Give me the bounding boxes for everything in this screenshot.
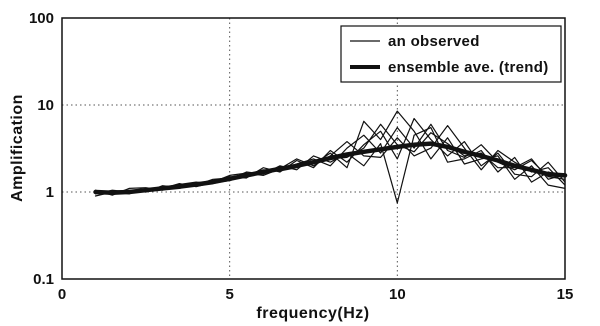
series-lines (96, 111, 566, 203)
y-tick-label: 10 (37, 97, 54, 114)
y-tick-label: 100 (29, 10, 54, 27)
x-tick-label: 15 (557, 286, 574, 303)
legend: an observed ensemble ave. (trend) (341, 26, 561, 82)
y-tick-label: 0.1 (33, 271, 54, 288)
legend-label-trend: ensemble ave. (trend) (388, 59, 549, 76)
x-tick-label: 5 (225, 286, 233, 303)
y-tick-label: 1 (46, 184, 54, 201)
x-tick-label: 10 (389, 286, 406, 303)
x-axis-title: frequency(Hz) (256, 305, 369, 322)
x-tick-label: 0 (58, 286, 66, 303)
legend-label-observed: an observed (388, 33, 480, 50)
y-axis-title: Amplification (9, 94, 26, 202)
